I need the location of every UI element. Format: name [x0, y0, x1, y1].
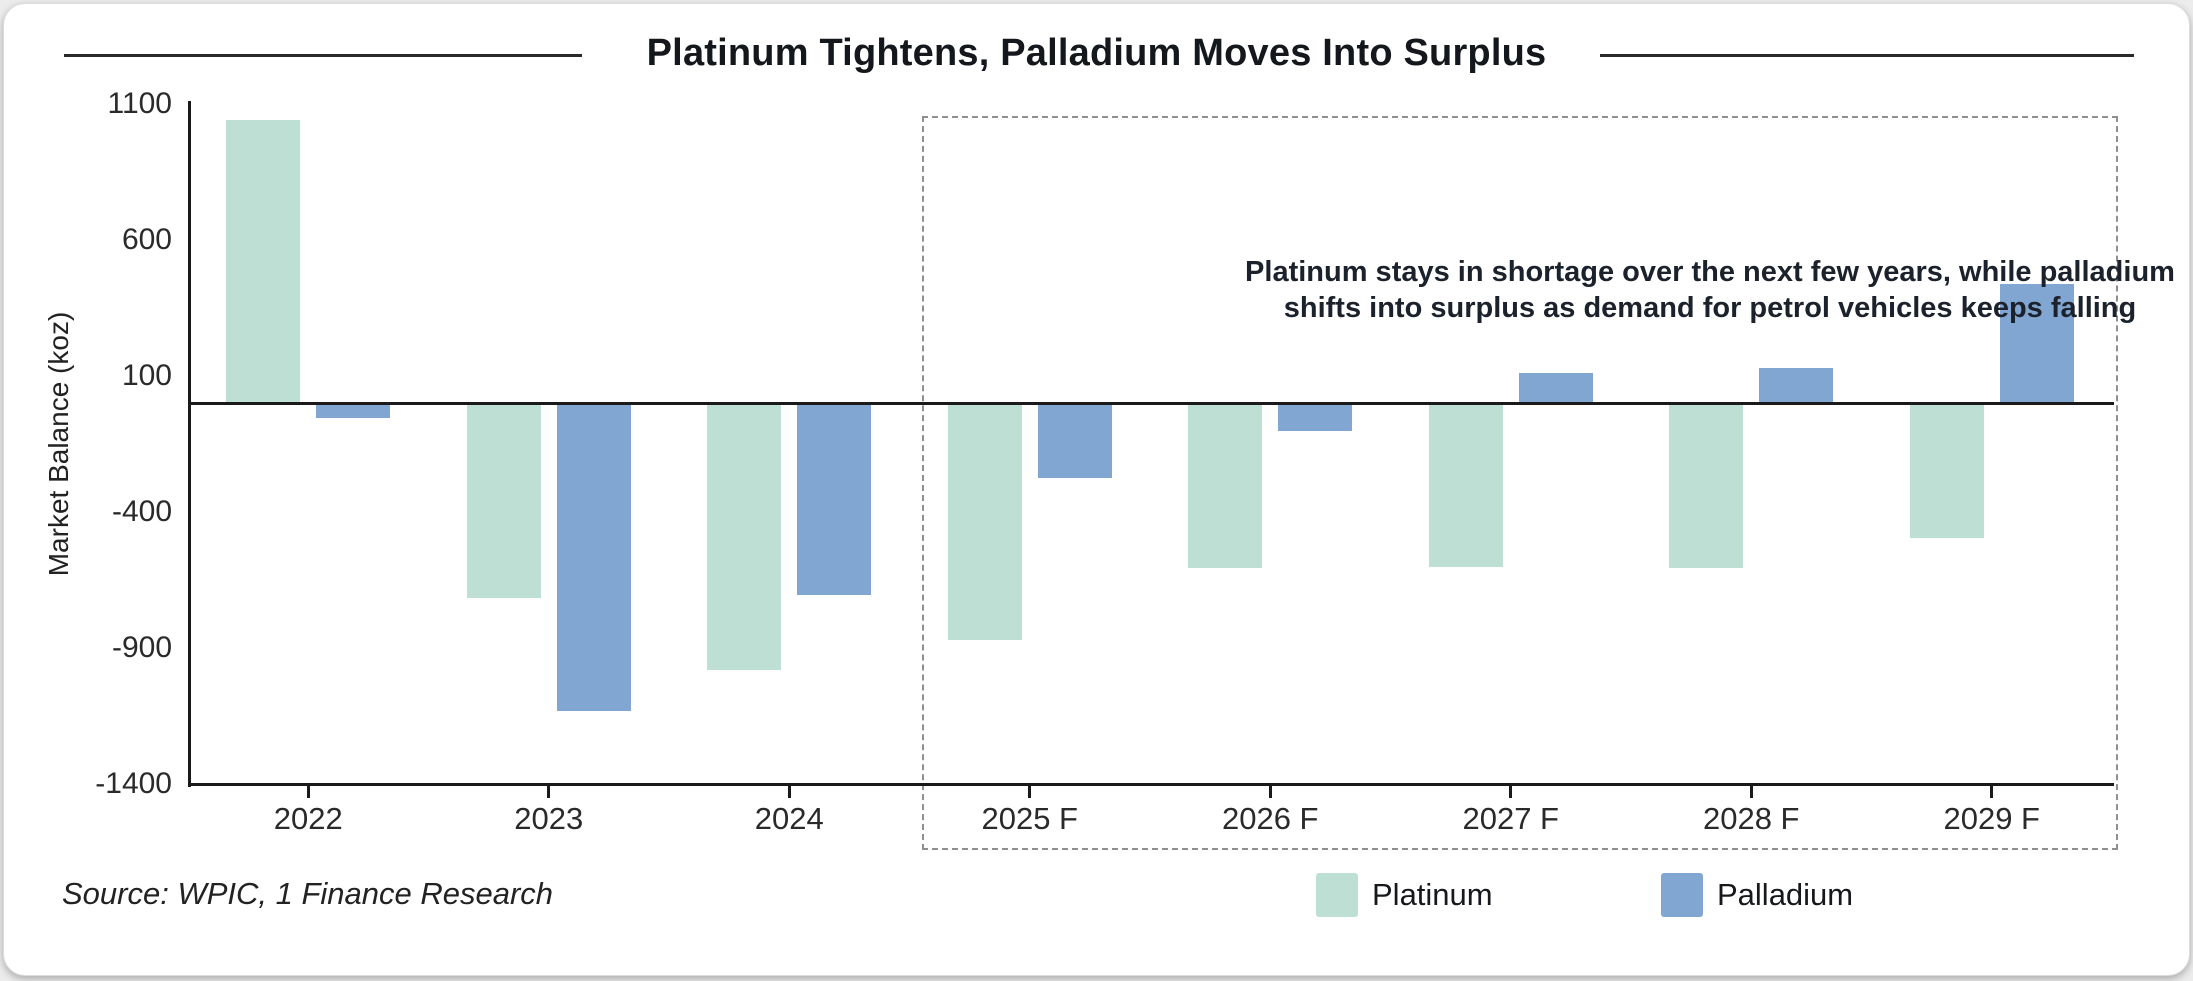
chart-card: Platinum Tightens, Palladium Moves Into … [3, 3, 2190, 976]
bar-palladium-2029f [1999, 283, 2074, 404]
x-tick-label-2024: 2024 [754, 801, 824, 836]
legend-label-platinum: Platinum [1372, 877, 1493, 912]
title-rule-left [64, 54, 582, 57]
x-tickmark-2028f [1749, 785, 1753, 798]
legend-label-palladium: Palladium [1717, 877, 1854, 912]
bar-platinum-2023 [466, 404, 541, 598]
bar-platinum-2022 [226, 120, 301, 404]
y-tick-label-1100: 1100 [107, 87, 172, 120]
x-tickmark-2022 [306, 785, 310, 798]
y-tick-label-100: 100 [121, 359, 172, 392]
bar-platinum-2024 [707, 404, 782, 670]
bar-palladium-2023 [556, 404, 631, 711]
x-tickmark-2026f [1268, 785, 1272, 798]
x-tick-label-2028f: 2028 F [1702, 801, 1800, 836]
y-axis-line [188, 101, 191, 787]
zero-line [188, 401, 2114, 405]
x-tickmark-2029f [1990, 785, 1994, 798]
plot-area: 2022 2023 2024 2025 F 2026 F 2027 F 2028 F 2029… [188, 101, 2175, 850]
y-tick-label--900: -900 [111, 631, 172, 664]
x-tick-label-2022: 2022 [273, 801, 343, 836]
bar-platinum-2025f [947, 404, 1022, 640]
bar-palladium-2022 [316, 404, 391, 419]
bar-palladium-2024 [797, 404, 872, 596]
bar-palladium-2028f [1759, 367, 1834, 404]
bar-platinum-2029f [1909, 404, 1984, 538]
bar-palladium-2026f [1278, 404, 1353, 431]
source-text: Source: WPIC, 1 Finance Research [62, 876, 554, 911]
forecast-region-box [921, 116, 2118, 850]
x-tickmark-2023 [547, 785, 551, 798]
x-tickmark-2024 [787, 785, 791, 798]
bar-platinum-2027f [1428, 404, 1503, 567]
bar-palladium-2027f [1518, 373, 1593, 404]
legend-swatch-platinum [1316, 873, 1358, 917]
x-tickmark-2027f [1509, 785, 1513, 798]
x-tickmark-2025f [1028, 785, 1032, 798]
y-tick-label--400: -400 [111, 495, 172, 528]
x-tick-label-2025f: 2025 F [981, 801, 1078, 836]
y-tick-label--1400: -1400 [95, 767, 172, 800]
x-tick-label-2027f: 2027 F [1462, 801, 1559, 836]
annotation-text: Platinum stays in shortage over the next… [1245, 256, 2175, 325]
x-axis-line [188, 783, 2114, 786]
x-tick-label-2029f: 2029 F [1943, 801, 2040, 836]
title-rule-right [1600, 54, 2134, 57]
legend-swatch-palladium [1661, 873, 1703, 917]
bar-platinum-2026f [1188, 404, 1263, 568]
bar-platinum-2028f [1669, 404, 1744, 568]
x-tick-label-2023: 2023 [514, 801, 584, 836]
x-tick-label-2026f: 2026 F [1221, 801, 1319, 836]
bar-palladium-2025f [1037, 404, 1112, 479]
y-axis-title: Market Balance (koz) [43, 311, 74, 577]
chart-title: Platinum Tightens, Palladium Moves Into … [646, 32, 1547, 74]
y-tick-label-600: 600 [121, 223, 172, 256]
